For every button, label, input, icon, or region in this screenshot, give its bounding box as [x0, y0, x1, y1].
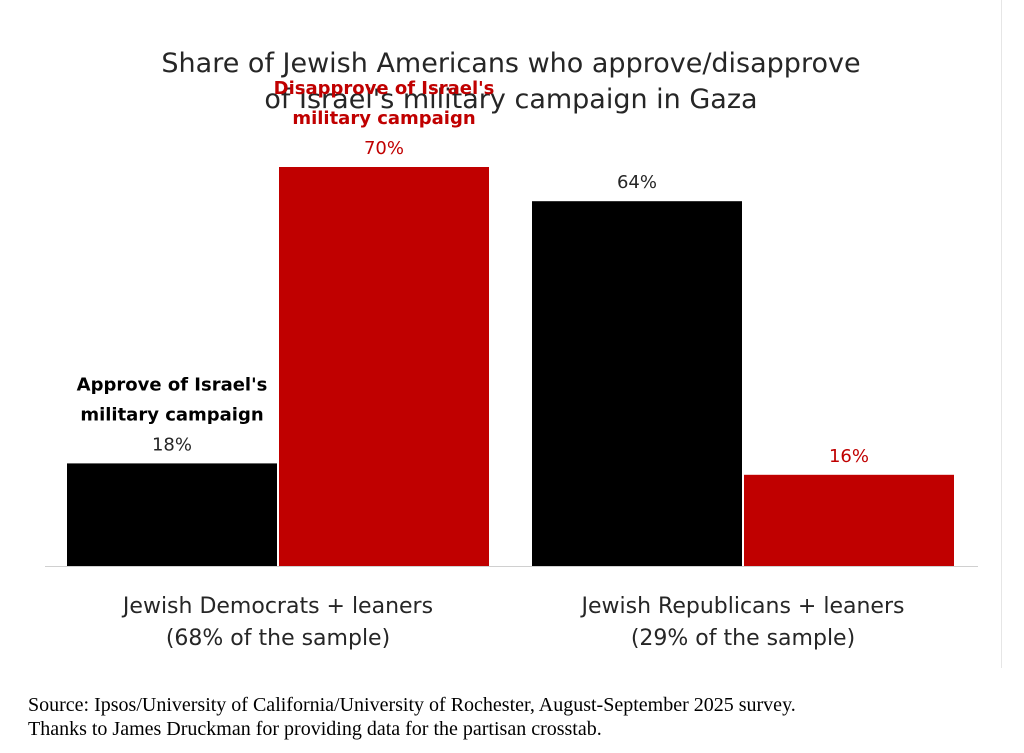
bar-chart: Share of Jewish Americans who approve/di… — [45, 48, 978, 651]
frame-edge-line — [1001, 0, 1002, 668]
chart-frame: Share of Jewish Americans who approve/di… — [45, 0, 1002, 668]
category-label-democrats-line-1: Jewish Democrats + leaners — [121, 594, 433, 619]
chart-title-line-2: of Israel's military campaign in Gaza — [264, 84, 757, 115]
value-label-approve-republicans: 64% — [617, 172, 657, 193]
source-line-2: Thanks to James Druckman for providing d… — [28, 718, 602, 740]
chart-title-line-1: Share of Jewish Americans who approve/di… — [161, 48, 860, 79]
category-label-republicans-line-1: Jewish Republicans + leaners — [580, 594, 905, 619]
source-note: Source: Ipsos/University of California/U… — [28, 693, 1018, 741]
annotation-disapprove-line-2: military campaign — [292, 108, 475, 129]
source-line-1: Source: Ipsos/University of California/U… — [28, 694, 796, 716]
value-label-approve-democrats: 18% — [152, 434, 192, 455]
value-label-disapprove-republicans: 16% — [829, 446, 869, 467]
bar-approve-republicans — [532, 201, 742, 566]
bar-approve-democrats — [67, 463, 277, 566]
bar-disapprove-republicans — [744, 474, 954, 566]
annotation-approve-line-2: military campaign — [80, 404, 263, 425]
bar-disapprove-democrats — [279, 167, 489, 566]
category-label-democrats-line-2: (68% of the sample) — [166, 626, 390, 651]
annotation-approve-line-1: Approve of Israel's — [77, 374, 268, 395]
category-label-republicans-line-2: (29% of the sample) — [631, 626, 855, 651]
annotation-disapprove-line-1: Disapprove of Israel's — [274, 78, 495, 99]
value-label-disapprove-democrats: 70% — [364, 138, 404, 159]
